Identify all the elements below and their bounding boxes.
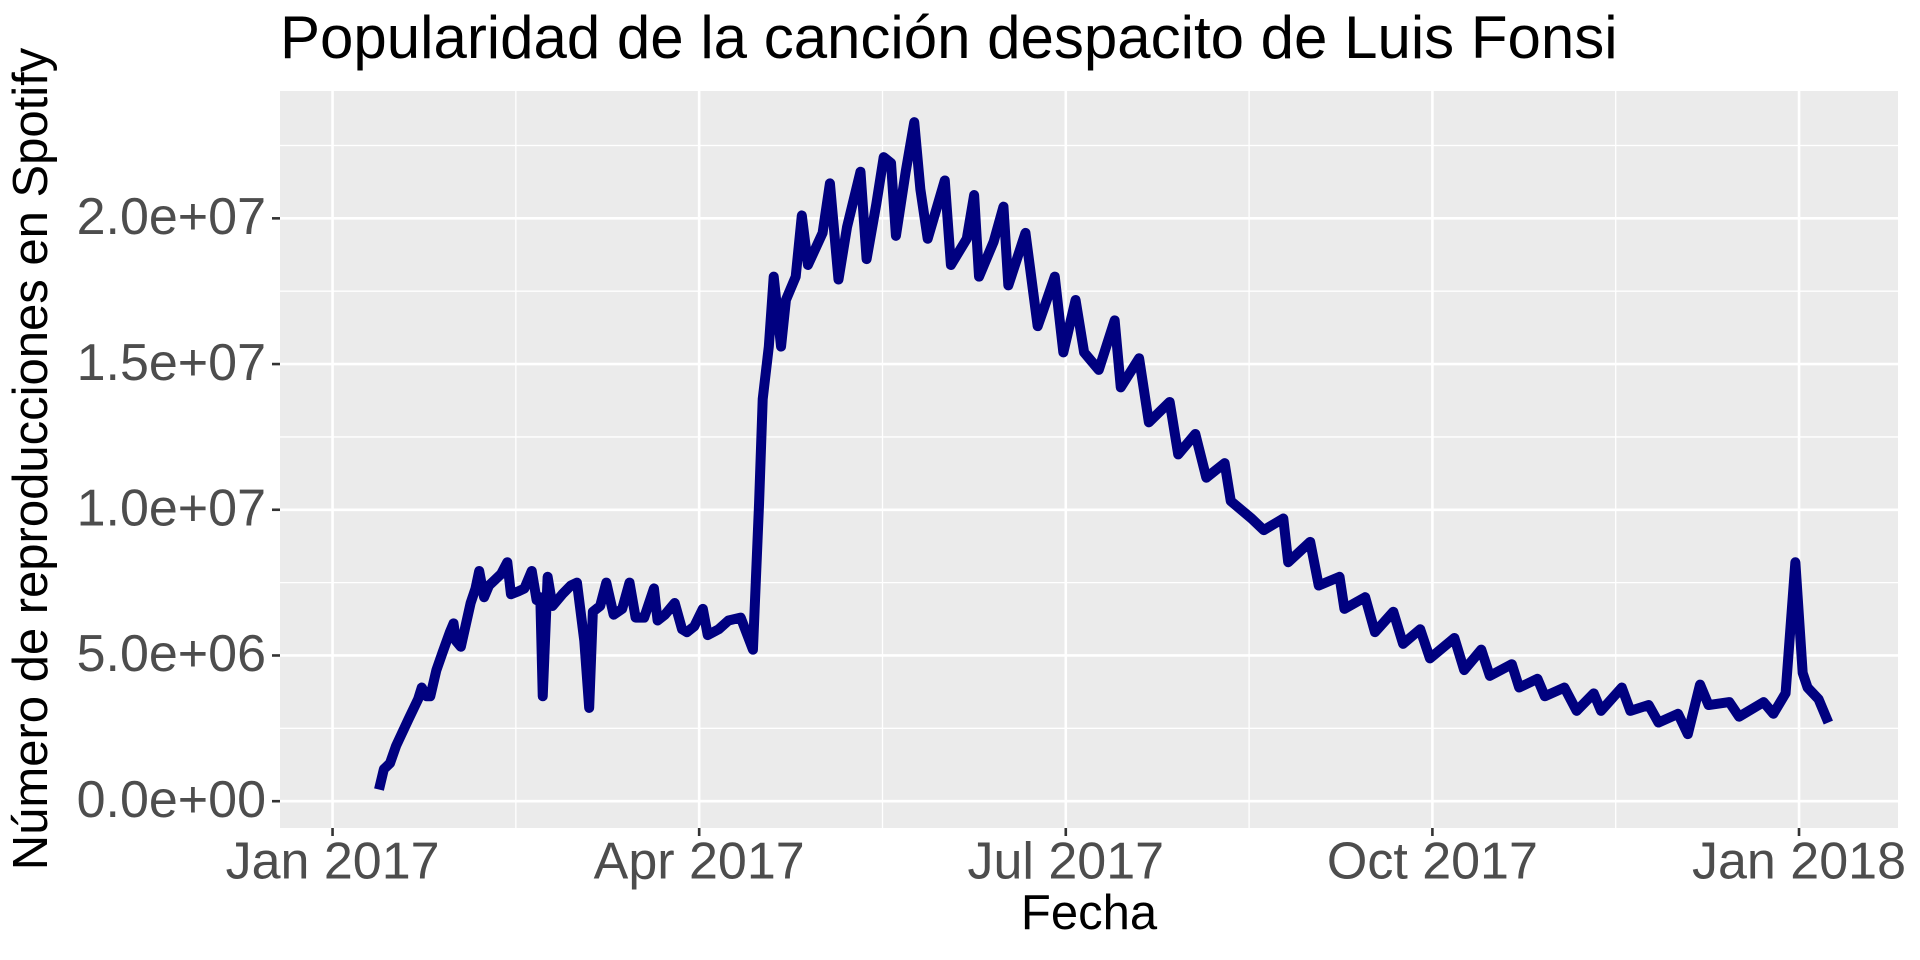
- x-tick-label: Apr 2017: [594, 833, 805, 891]
- x-tick-label: Jan 2018: [1692, 833, 1906, 891]
- data-line: [374, 117, 1833, 791]
- x-tick-label: Jan 2017: [226, 833, 440, 891]
- x-axis-title: Fecha: [1021, 886, 1158, 940]
- y-tick-label: 0.0e+00: [77, 771, 266, 829]
- y-tick-label: 1.0e+07: [77, 480, 266, 538]
- x-tick-label: Jul 2017: [967, 833, 1164, 891]
- y-tick-label: 5.0e+06: [77, 625, 266, 683]
- y-tick-label: 1.5e+07: [77, 334, 266, 392]
- y-tick-label: 2.0e+07: [77, 188, 266, 246]
- x-tick-label: Oct 2017: [1327, 833, 1538, 891]
- chart-title: Popularidad de la canción despacito de L…: [280, 4, 1618, 71]
- y-axis-title: Número de reproducciones en Spotify: [4, 47, 58, 870]
